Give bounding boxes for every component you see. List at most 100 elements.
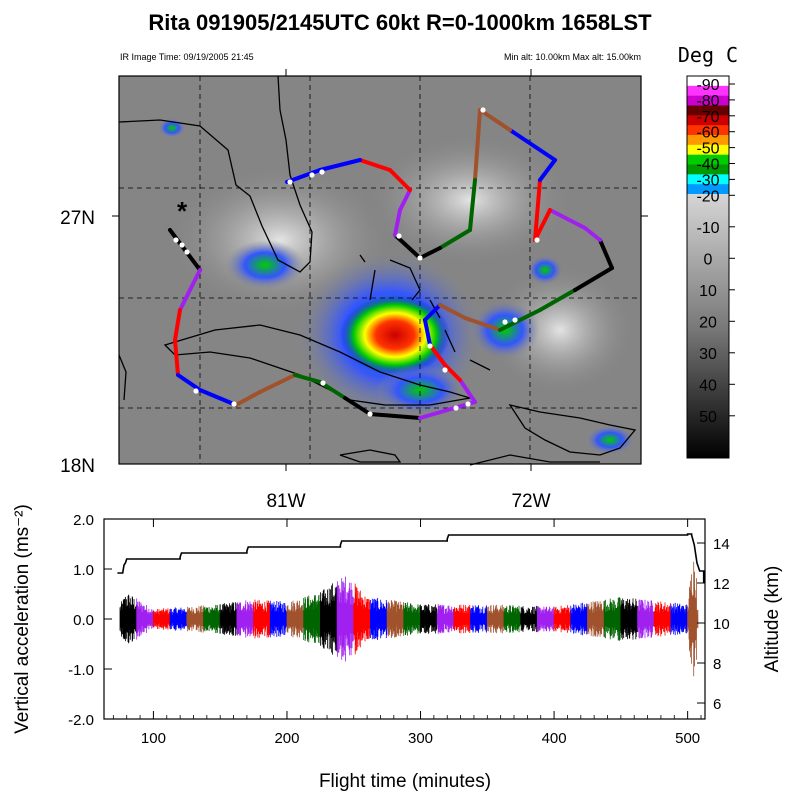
flight-track-segment <box>498 308 542 332</box>
track-waypoint <box>453 405 459 411</box>
flight-track-segment <box>458 378 477 404</box>
satellite-map: * 27N 18N 81W 72W <box>60 69 648 512</box>
acceleration-trace-segment <box>253 599 271 639</box>
y2-tick-label: 6 <box>713 696 721 713</box>
track-waypoint <box>442 367 448 373</box>
map-frame <box>118 75 642 465</box>
colorbar-title: Deg C <box>678 43 738 67</box>
flight-track-segment <box>358 158 392 172</box>
acceleration-trace-segment <box>136 598 154 640</box>
acceleration-trace-segment <box>353 583 371 655</box>
colorbar-segment <box>687 174 729 185</box>
acceleration-trace-segment <box>587 601 605 637</box>
track-waypoint <box>179 242 185 248</box>
y-tick-label: 1.0 <box>73 562 94 579</box>
track-waypoint <box>367 411 373 417</box>
acceleration-trace-segment <box>203 604 221 634</box>
flight-track-segment <box>188 268 202 292</box>
colorbar-frame <box>686 75 730 459</box>
flight-track <box>168 107 614 420</box>
y-tick-label: -1.0 <box>68 662 94 679</box>
colorbar-segment <box>687 125 729 136</box>
acceleration-trace-segment <box>603 597 621 641</box>
flight-track-segment <box>438 303 467 320</box>
y-tick-label: -2.0 <box>68 712 94 729</box>
colorbar-segment <box>687 164 729 175</box>
acceleration-trace-segment <box>303 594 321 644</box>
cloud-band-east <box>480 260 640 400</box>
storm-center-marker: * <box>177 196 188 226</box>
flight-track-segment <box>234 390 262 407</box>
acceleration-trace-segment <box>537 606 555 632</box>
flight-track-segment <box>463 316 502 332</box>
flight-track-segment <box>293 373 322 384</box>
colorbar-tick-label: -20 <box>696 188 719 205</box>
y2-tick-label: 10 <box>713 616 730 633</box>
acceleration-trace-segment <box>620 598 638 640</box>
colorbar-color-segments <box>687 76 729 195</box>
acceleration-trace-segment <box>169 607 187 631</box>
colorbar-gray-segment <box>687 194 729 458</box>
track-waypoint <box>465 401 471 407</box>
flight-track-segment <box>285 168 322 184</box>
acceleration-trace-segment <box>370 598 388 640</box>
altitude-range-label: Min alt: 10.00km Max alt: 15.00km <box>504 52 641 62</box>
colorbar-tick-label: 30 <box>699 346 717 363</box>
flight-track-segment <box>583 226 602 242</box>
figure-title: Rita 091905/2145UTC 60kt R=0-1000km 1658… <box>148 10 652 35</box>
convection-northeast <box>527 255 563 285</box>
colorbar-tick-label: 10 <box>699 283 717 300</box>
coastline-jamaica <box>339 449 402 463</box>
acceleration-trace-segment <box>186 605 204 633</box>
flight-track-segment <box>343 396 372 416</box>
flight-track-segment <box>478 108 512 132</box>
coastline-cuba <box>163 324 471 406</box>
acceleration-altitude-plot: 100 200 300 400 500 2.0 1.0 0.0 -1.0 -2.0 14 12 10 8 6… <box>12 504 783 792</box>
colorbar-tick-label: -50 <box>696 141 719 158</box>
track-waypoint <box>184 249 190 255</box>
acceleration-trace-segment <box>286 600 304 638</box>
track-waypoint <box>319 169 325 175</box>
track-waypoint <box>427 343 433 349</box>
colorbar-segment <box>687 144 729 156</box>
flight-track-segment <box>508 128 557 162</box>
convection-florida <box>225 240 305 290</box>
flight-track-segment <box>368 412 422 420</box>
x-tick-label: 400 <box>542 730 567 747</box>
x-tick-label: 500 <box>675 730 700 747</box>
y2-tick-label: 14 <box>713 536 730 553</box>
flight-track-segment <box>398 188 412 212</box>
lon-label-81w: 81W <box>266 491 305 512</box>
colorbar-segment <box>687 154 729 165</box>
lat-label-18n: 18N <box>60 456 95 477</box>
colorbar-segment <box>687 115 729 126</box>
colorbar-segment <box>687 105 729 116</box>
acceleration-trace-segment <box>687 561 699 677</box>
acceleration-trace-segment <box>269 600 287 638</box>
coastline-florida <box>118 75 313 273</box>
acceleration-trace-segment <box>670 602 688 636</box>
colorbar-tick-label: -80 <box>696 93 719 110</box>
flight-track-segment <box>176 373 202 392</box>
convective-core-rita <box>340 295 450 375</box>
colorbar-tick-label: -70 <box>696 109 719 126</box>
flight-track-segment <box>388 168 412 192</box>
acceleration-trace-segment <box>570 602 588 636</box>
track-waypoint <box>417 255 423 261</box>
track-waypoint <box>396 233 402 239</box>
track-waypoint <box>231 401 237 407</box>
colorbar-segment <box>687 95 729 106</box>
lat-label-27n: 27N <box>60 208 95 229</box>
colorbar-tick-label: -10 <box>696 220 719 237</box>
acceleration-trace-segment <box>336 576 354 662</box>
track-waypoint <box>480 107 486 113</box>
colorbar-tick-label: -60 <box>696 125 719 142</box>
flight-track-segment <box>598 238 614 270</box>
acceleration-trace-segment <box>436 604 454 634</box>
colorbar-segment <box>687 184 729 195</box>
acceleration-trace-segment <box>486 604 505 634</box>
track-waypoint <box>512 317 518 323</box>
acceleration-trace-segment <box>420 604 438 634</box>
track-waypoint <box>173 237 179 243</box>
